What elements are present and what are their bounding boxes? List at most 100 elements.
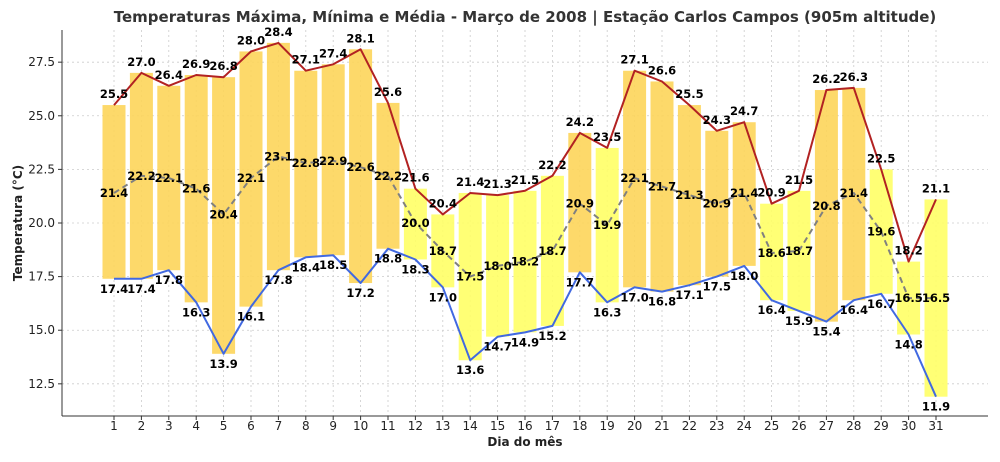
- y-axis-label: Temperatura (°C): [11, 165, 25, 281]
- min-value-label: 17.1: [675, 288, 703, 302]
- y-tick-label: 12.5: [28, 377, 55, 391]
- max-value-label: 21.3: [483, 177, 511, 191]
- max-value-label: 22.5: [867, 151, 895, 165]
- y-tick-label: 15.0: [28, 323, 55, 337]
- max-value-label: 28.0: [237, 33, 265, 47]
- mean-value-label: 18.7: [785, 244, 813, 258]
- x-tick-label: 10: [353, 419, 368, 433]
- series-lines: [113, 41, 937, 398]
- mean-value-label: 20.8: [812, 199, 840, 213]
- max-value-label: 24.2: [566, 115, 594, 129]
- mean-value-label: 21.6: [182, 182, 210, 196]
- min-value-label: 17.0: [620, 290, 648, 304]
- range-bar: [732, 122, 756, 266]
- x-tick-label: 19: [600, 419, 615, 433]
- max-value-label: 27.1: [292, 53, 320, 67]
- x-tick-label: 20: [627, 419, 642, 433]
- mean-value-label: 22.2: [127, 169, 155, 183]
- y-tick-label: 27.5: [28, 55, 55, 69]
- min-value-label: 16.7: [867, 297, 895, 311]
- data-labels: 25.527.026.426.9 26.828.028.427.1 27.428.1…: [100, 25, 950, 414]
- x-tick-label: 14: [463, 419, 478, 433]
- max-value-label: 20.4: [429, 196, 457, 210]
- mean-value-label: 22.6: [346, 160, 374, 174]
- max-value-label: 20.9: [757, 186, 785, 200]
- min-value-label: 18.4: [292, 260, 320, 274]
- mean-value-label: 17.5: [456, 270, 484, 284]
- mean-value-label: 21.4: [840, 186, 868, 200]
- x-tick-label: 3: [165, 419, 173, 433]
- x-axis-label: Dia do mês: [487, 435, 562, 449]
- max-value-label: 24.3: [703, 113, 731, 127]
- min-value-label: 16.1: [237, 310, 265, 324]
- mean-value-label: 20.9: [566, 197, 594, 211]
- x-tick-label: 22: [682, 419, 697, 433]
- x-tick-label: 18: [572, 419, 587, 433]
- min-value-label: 13.9: [209, 357, 237, 371]
- ticks: 12.515.017.520.022.525.027.51 2 3 4 5 6 7 8 9 10 1…: [28, 55, 943, 433]
- x-tick-label: 12: [408, 419, 423, 433]
- mean-value-label: 18.6: [757, 246, 785, 260]
- range-bar: [212, 77, 236, 354]
- x-tick-label: 30: [901, 419, 916, 433]
- range-bars: [102, 42, 948, 397]
- x-tick-label: 6: [247, 419, 255, 433]
- min-value-label: 15.2: [538, 329, 566, 343]
- mean-value-label: 18.0: [483, 259, 511, 273]
- chart-title: Temperaturas Máxima, Mínima e Média - Ma…: [114, 8, 937, 27]
- min-value-label: 17.7: [566, 275, 594, 289]
- mean-value-label: 22.9: [319, 154, 347, 168]
- min-value-label: 13.6: [456, 363, 484, 377]
- min-value-label: 16.4: [840, 303, 868, 317]
- max-value-label: 22.2: [538, 158, 566, 172]
- max-value-label: 25.5: [675, 87, 703, 101]
- max-temperature-line: [113, 41, 937, 263]
- range-bar: [595, 147, 619, 303]
- max-value-label: 26.9: [182, 57, 210, 71]
- max-value-label: 27.4: [319, 46, 347, 60]
- max-value-label: 26.6: [648, 63, 676, 77]
- min-value-label: 16.3: [593, 305, 621, 319]
- x-tick-label: 17: [545, 419, 560, 433]
- max-value-label: 28.1: [346, 31, 374, 45]
- min-value-label: 18.8: [374, 252, 402, 266]
- mean-value-label: 16.5: [922, 291, 950, 305]
- range-bar: [568, 132, 592, 273]
- mean-value-label: 20.9: [703, 197, 731, 211]
- range-bar: [184, 75, 208, 303]
- y-tick-label: 25.0: [28, 109, 55, 123]
- min-value-label: 15.4: [812, 325, 840, 339]
- range-bar: [677, 105, 701, 286]
- min-value-label: 18.5: [319, 258, 347, 272]
- max-value-label: 21.4: [456, 175, 484, 189]
- max-value-label: 27.0: [127, 55, 155, 69]
- mean-value-label: 16.5: [894, 291, 922, 305]
- mean-value-label: 22.1: [237, 171, 265, 185]
- min-value-label: 17.4: [100, 282, 128, 296]
- range-bar: [157, 85, 181, 271]
- mean-value-label: 22.1: [620, 171, 648, 185]
- x-tick-label: 24: [737, 419, 752, 433]
- mean-value-label: 20.4: [209, 207, 237, 221]
- x-tick-label: 25: [764, 419, 779, 433]
- mean-value-label: 21.4: [100, 186, 128, 200]
- min-value-label: 17.2: [346, 286, 374, 300]
- mean-value-label: 23.1: [264, 150, 292, 164]
- max-value-label: 21.5: [511, 173, 539, 187]
- range-bar: [705, 130, 729, 277]
- max-value-label: 26.4: [155, 68, 183, 82]
- min-value-label: 14.8: [894, 338, 922, 352]
- mean-value-label: 21.4: [730, 186, 758, 200]
- min-value-label: 17.8: [264, 273, 292, 287]
- x-tick-label: 31: [928, 419, 943, 433]
- x-tick-label: 23: [709, 419, 724, 433]
- min-value-label: 18.0: [730, 269, 758, 283]
- min-value-label: 16.4: [757, 303, 785, 317]
- mean-value-label: 22.1: [155, 171, 183, 185]
- max-value-label: 27.1: [620, 53, 648, 67]
- max-value-label: 25.5: [100, 87, 128, 101]
- y-tick-label: 20.0: [28, 216, 55, 230]
- min-value-label: 17.8: [155, 273, 183, 287]
- max-value-label: 21.6: [401, 171, 429, 185]
- mean-value-label: 20.0: [401, 216, 429, 230]
